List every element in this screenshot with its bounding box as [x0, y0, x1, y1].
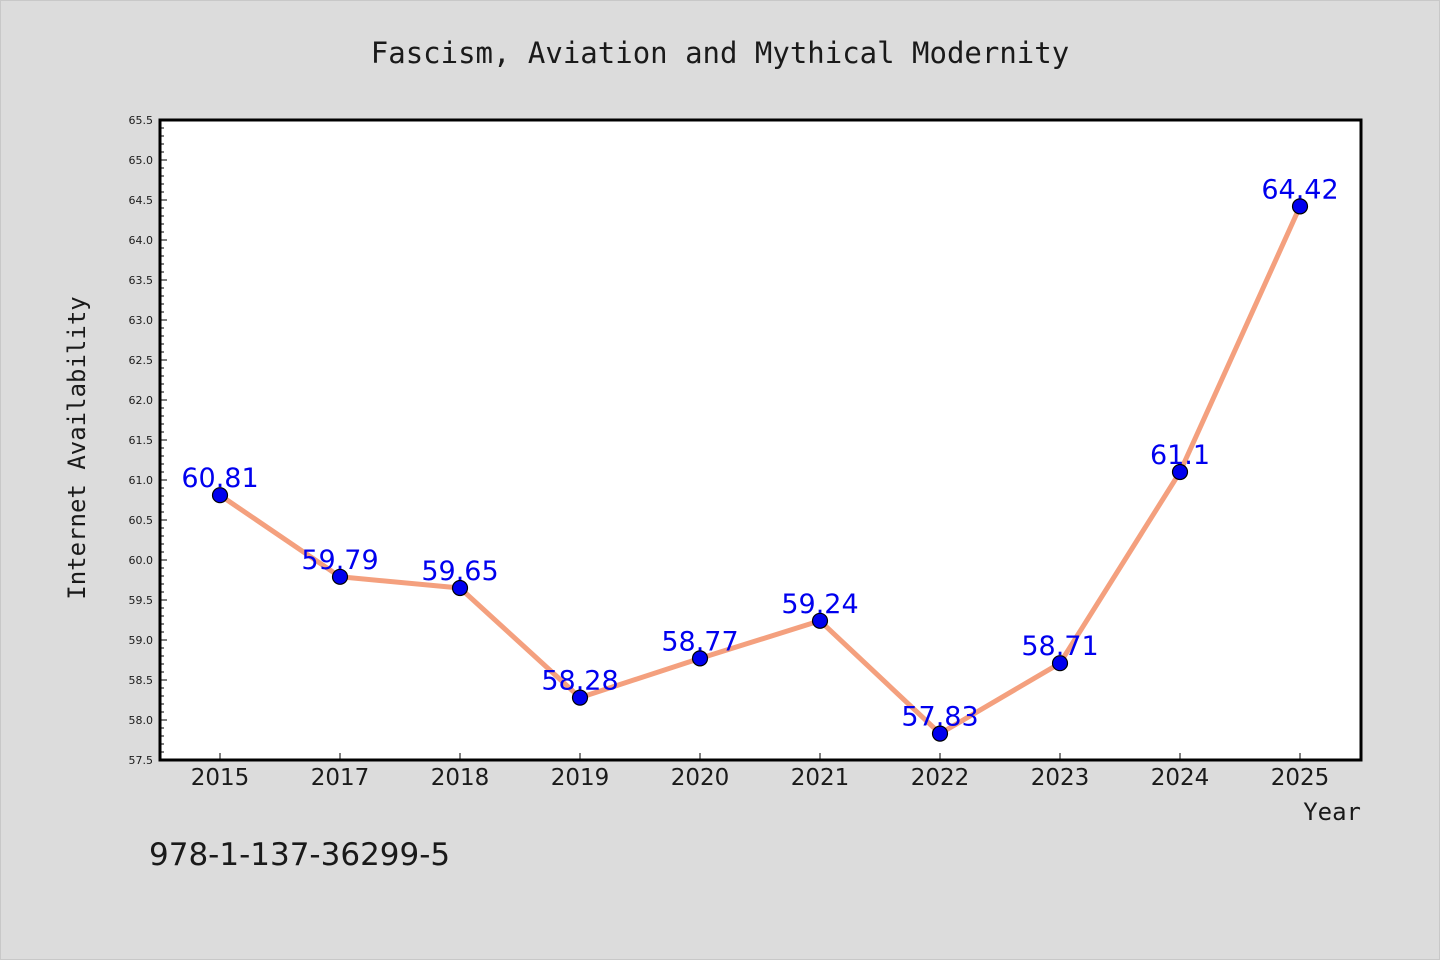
data-point: [931, 725, 949, 742]
x-axis: 2015 2017 2018 2019 2020 2021 2022 2023 2024 2025: [191, 753, 1330, 791]
data-point: [1171, 463, 1189, 481]
x-tick-label: 2017: [311, 765, 370, 791]
data-label: 59.65: [421, 556, 498, 587]
x-tick-label: 2025: [1271, 765, 1330, 791]
y-tick-label: 61.0: [129, 474, 154, 487]
x-tick-label: 2019: [551, 765, 610, 791]
marker-group: [211, 198, 1309, 742]
data-point: [1291, 198, 1309, 215]
data-point: [211, 487, 229, 504]
data-label: 64.42: [1261, 174, 1338, 205]
y-tick-label: 57.5: [129, 754, 154, 767]
data-label: 60.81: [181, 463, 258, 494]
x-tick-label: 2015: [191, 765, 250, 791]
y-axis: 57.5 58.0 58.5 59.0 59.5 60.0 60.5 61.0 61.5 62.0…: [129, 114, 167, 767]
x-axis-label: Year: [1303, 798, 1361, 826]
footer-text: 978-1-137-36299-5: [149, 837, 450, 873]
data-point: [331, 568, 349, 585]
data-label: 57.83: [901, 702, 978, 733]
x-tick-label: 2023: [1031, 765, 1090, 791]
data-label: 58.77: [661, 626, 738, 657]
data-label-group: 60.81 59.79 59.65 58.28 58.77 59.24 57.83 58.71…: [181, 174, 1338, 732]
y-tick-label: 58.0: [129, 714, 154, 727]
data-label: 58.28: [541, 666, 618, 697]
data-point: [811, 612, 829, 629]
data-label: 61.1: [1150, 440, 1210, 471]
y-tick-label: 59.5: [129, 594, 154, 607]
y-axis-label: Internet Availability: [63, 296, 91, 599]
x-tick-label: 2020: [671, 765, 730, 791]
y-tick-label: 63.0: [129, 314, 154, 327]
y-tick-label: 59.0: [129, 634, 154, 647]
plot-area: [158, 118, 1363, 762]
x-tick-label: 2022: [911, 765, 970, 791]
y-tick-label: 63.5: [129, 274, 154, 287]
x-tick-label: 2021: [791, 765, 850, 791]
data-point: [451, 579, 469, 597]
series-line: [217, 203, 1303, 737]
y-tick-label: 61.5: [129, 434, 154, 447]
y-tick-label: 62.0: [129, 394, 154, 407]
y-tick-label: 64.0: [129, 234, 154, 247]
y-tick-label: 62.5: [129, 354, 154, 367]
x-tick-label: 2024: [1151, 765, 1210, 791]
data-point: [1051, 655, 1069, 672]
data-label: 59.24: [781, 589, 858, 620]
data-point: [691, 650, 709, 667]
data-label: 58.71: [1021, 631, 1098, 662]
y-tick-label: 65.5: [129, 114, 154, 127]
data-label: 59.79: [301, 545, 378, 576]
chart-title: Fascism, Aviation and Mythical Modernity: [371, 36, 1069, 70]
y-tick-label: 64.5: [129, 194, 154, 207]
data-point: [571, 689, 589, 706]
series-line-group: [217, 203, 1303, 737]
x-tick-label: 2018: [431, 765, 490, 791]
y-tick-label: 60.0: [129, 554, 154, 567]
y-tick-label: 58.5: [129, 674, 154, 687]
y-tick-label: 60.5: [129, 514, 154, 527]
y-tick-label: 65.0: [129, 154, 154, 167]
